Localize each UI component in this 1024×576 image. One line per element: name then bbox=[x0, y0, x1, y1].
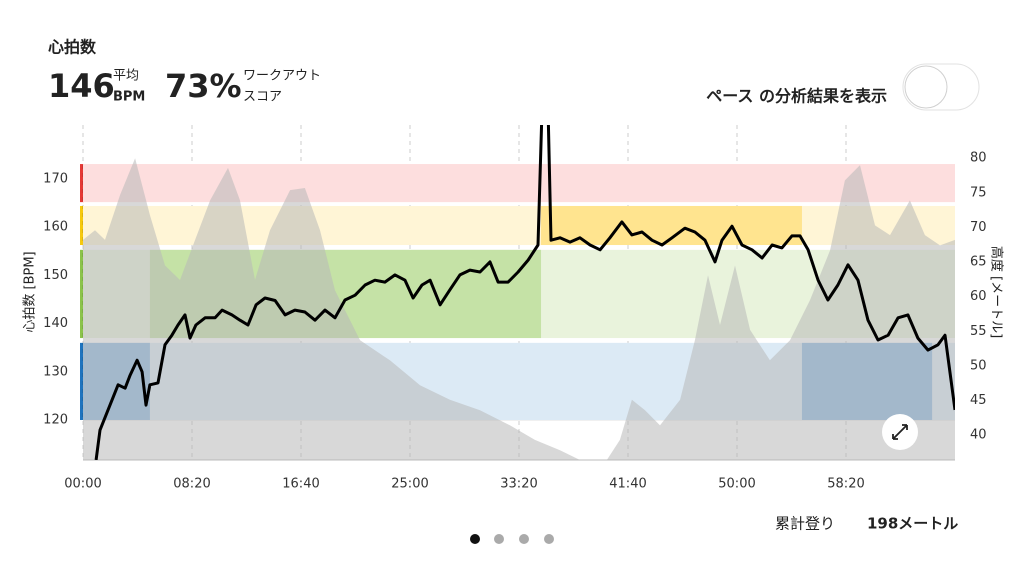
y-tick-label: 150 bbox=[43, 268, 68, 283]
y-tick-label: 140 bbox=[43, 316, 68, 331]
y2-tick-label: 65 bbox=[970, 255, 987, 270]
expand-button[interactable] bbox=[882, 414, 918, 450]
page-indicator bbox=[470, 534, 554, 544]
page-dot[interactable] bbox=[544, 534, 554, 544]
x-tick-label: 16:40 bbox=[282, 477, 319, 492]
page-dot[interactable] bbox=[519, 534, 529, 544]
zone-edge bbox=[80, 164, 84, 203]
y2-tick-label: 75 bbox=[970, 185, 987, 200]
score-label: ワークアウト bbox=[243, 69, 321, 84]
y2-tick-label: 70 bbox=[970, 220, 987, 235]
y2-tick-label: 50 bbox=[970, 358, 987, 373]
x-tick-label: 50:00 bbox=[718, 477, 755, 492]
x-tick-label: 25:00 bbox=[391, 477, 428, 492]
elevation-area bbox=[83, 158, 955, 460]
avg-unit: BPM bbox=[113, 90, 145, 105]
y-tick-label: 130 bbox=[43, 364, 68, 379]
zone-edge bbox=[80, 205, 84, 246]
toggle-knob[interactable] bbox=[904, 65, 948, 109]
footer-label: 累計登り bbox=[775, 515, 835, 533]
heart-rate-line bbox=[94, 125, 955, 460]
zone-edge bbox=[80, 249, 84, 339]
y2-tick-label: 60 bbox=[970, 289, 987, 304]
page-dot[interactable] bbox=[470, 534, 480, 544]
avg-label: 平均 bbox=[113, 69, 139, 84]
chart: 高度心拍数12013014015016017040455055606570758… bbox=[43, 125, 987, 492]
toggle-label: ペース の分析結果を表示 bbox=[706, 87, 887, 106]
y-axis-label: 心拍数 [BPM] bbox=[23, 251, 38, 332]
zone-edge bbox=[80, 342, 84, 420]
y2-tick-label: 80 bbox=[970, 151, 987, 166]
y-tick-label: 120 bbox=[43, 412, 68, 427]
expand-icon[interactable] bbox=[892, 424, 908, 440]
y-tick-label: 170 bbox=[43, 171, 68, 186]
x-tick-label: 00:00 bbox=[64, 477, 101, 492]
y-tick-label: 160 bbox=[43, 220, 68, 235]
y2-tick-label: 40 bbox=[970, 428, 987, 443]
score-value: 73% bbox=[165, 67, 242, 105]
avg-value: 146 bbox=[48, 67, 115, 105]
y2-tick-label: 55 bbox=[970, 324, 987, 339]
title: 心拍数 bbox=[48, 38, 97, 57]
footer-value: 198メートル bbox=[867, 515, 958, 533]
toggle[interactable] bbox=[902, 63, 980, 111]
y2-axis-label: 高度 [メートル] bbox=[989, 246, 1005, 338]
y2-tick-label: 45 bbox=[970, 393, 987, 408]
plot-area bbox=[83, 125, 955, 460]
x-tick-label: 33:20 bbox=[500, 477, 537, 492]
score-label: スコア bbox=[243, 90, 282, 105]
page-dot[interactable] bbox=[494, 534, 504, 544]
x-tick-label: 58:20 bbox=[827, 477, 864, 492]
x-tick-label: 41:40 bbox=[609, 477, 646, 492]
x-tick-label: 08:20 bbox=[173, 477, 210, 492]
